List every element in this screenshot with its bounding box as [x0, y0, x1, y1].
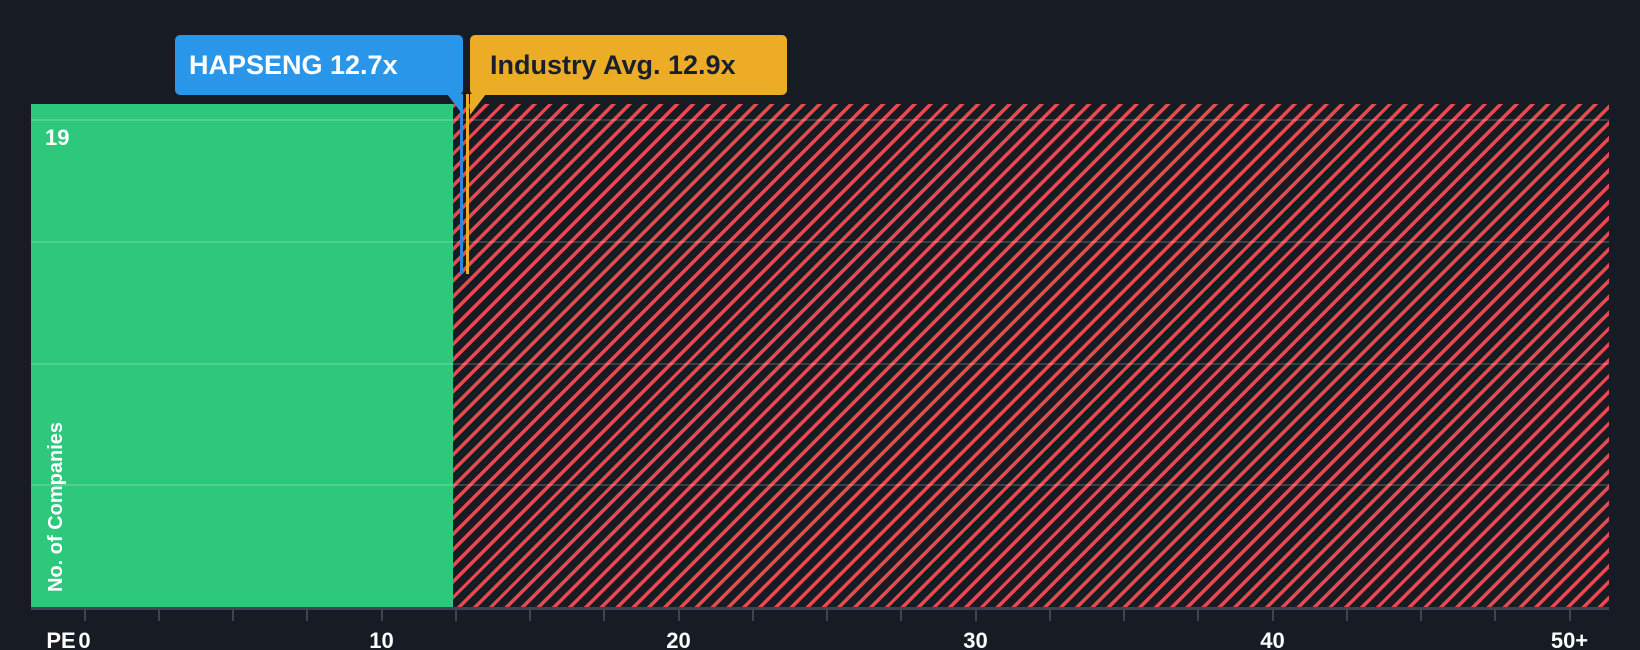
x-axis-tick [826, 609, 828, 621]
x-axis-tick [232, 609, 234, 621]
company-pe-tooltip[interactable]: HAPSENG 12.7x [175, 35, 463, 115]
x-axis-tick [1420, 609, 1422, 621]
industry-avg-tooltip[interactable]: Industry Avg. 12.9x [470, 35, 787, 115]
x-tick-label-50+: 50+ [1550, 628, 1589, 650]
x-axis-tick [529, 609, 531, 621]
overvalued-hatch-region [453, 104, 1609, 607]
x-tick-label-0: 0 [78, 628, 91, 650]
x-axis-tick [83, 609, 86, 621]
x-tick-label-40: 40 [1260, 628, 1285, 650]
x-tick-label-20: 20 [666, 628, 691, 650]
industry-avg-label: Industry Avg. 12.9x [490, 49, 736, 80]
x-axis-tick [454, 609, 457, 621]
x-axis-tick [1494, 609, 1497, 621]
x-axis-tick [751, 609, 754, 621]
x-axis-tick [1048, 609, 1051, 621]
y-axis-title: No. of Companies [45, 421, 67, 592]
x-axis-tick [306, 609, 309, 621]
x-axis-tick [900, 609, 903, 621]
company-pe-label: HAPSENG 12.7x [189, 49, 398, 80]
x-axis-tick [974, 609, 977, 621]
x-tick-label-10: 10 [369, 628, 394, 650]
undervalued-green-region [31, 104, 453, 607]
gridline [31, 240, 1609, 243]
x-axis-tick [603, 609, 606, 621]
gridline [31, 362, 1609, 365]
x-axis-tick [1345, 609, 1348, 621]
y-max-value-label: 19 [45, 125, 70, 150]
x-axis-title: PE [46, 628, 76, 650]
x-axis-tick [1271, 609, 1274, 621]
x-axis-tick [1123, 609, 1125, 621]
gridline [31, 484, 1609, 487]
x-axis-tick [677, 609, 680, 621]
x-axis-tick [1568, 609, 1571, 621]
x-axis-tick [157, 609, 160, 621]
gridline [31, 119, 1609, 121]
x-axis-tick [380, 609, 383, 621]
x-axis-line [31, 607, 1609, 610]
x-axis-tick [1197, 609, 1200, 621]
x-tick-label-30: 30 [963, 628, 988, 650]
industry-avg-marker-line [466, 94, 469, 274]
company-pe-marker-line [460, 94, 463, 274]
